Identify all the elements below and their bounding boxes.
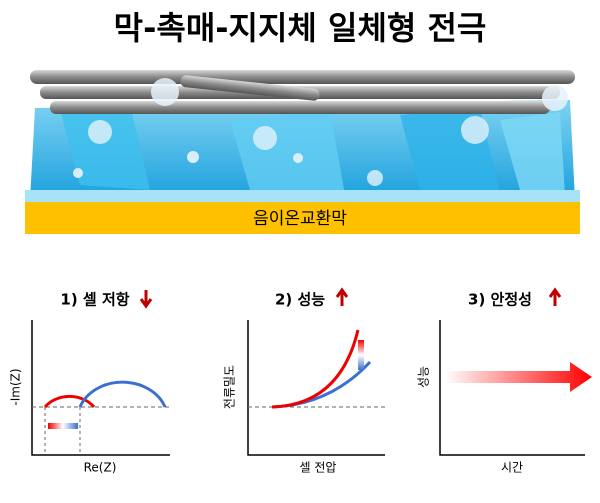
membrane-label: 음이온교환막 bbox=[253, 209, 347, 229]
panel-performance: 2) 성능 전류밀도 셀 전압 bbox=[223, 287, 385, 475]
y-axis-label: 성능 bbox=[417, 366, 431, 388]
x-axis-label: 셀 전압 bbox=[300, 461, 337, 475]
title: 막-촉매-지지체 일체형 전극 bbox=[114, 9, 487, 47]
panel-title: 3) 안정성 bbox=[468, 291, 532, 309]
electrode-illustration: 음이온교환막 bbox=[25, 70, 580, 234]
panel-title: 1) 셀 저항 bbox=[60, 291, 129, 309]
x-axis-label: Re(Z) bbox=[84, 461, 117, 475]
panel-title: 2) 성능 bbox=[275, 291, 325, 309]
x-axis-label: 시간 bbox=[501, 461, 523, 475]
panel-resistance: 1) 셀 저항 -Im(Z) Re(Z) bbox=[9, 290, 170, 475]
panel-stability: 3) 안정성 성능 시간 bbox=[417, 287, 592, 475]
y-axis-label: -Im(Z) bbox=[9, 368, 23, 405]
y-axis-label: 전류밀도 bbox=[223, 365, 237, 409]
